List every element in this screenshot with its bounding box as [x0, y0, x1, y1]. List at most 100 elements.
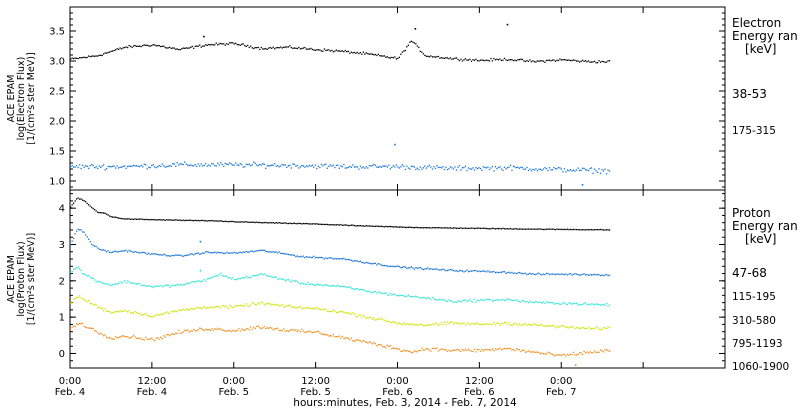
data-point: [155, 167, 157, 169]
data-point: [184, 47, 186, 49]
data-point: [217, 275, 219, 277]
data-point: [313, 307, 315, 309]
data-point: [538, 351, 540, 354]
data-point: [295, 47, 297, 49]
data-point: [500, 59, 503, 62]
data-point: [386, 344, 388, 346]
data-point: [446, 227, 449, 229]
data-point: [509, 227, 512, 230]
data-point: [203, 220, 205, 222]
data-point: [209, 277, 211, 279]
data-point: [565, 273, 567, 275]
data-point: [334, 257, 336, 260]
data-point: [458, 227, 461, 229]
data-point: [302, 283, 304, 285]
data-point: [277, 165, 279, 167]
data-point: [350, 51, 352, 53]
data-point: [503, 57, 506, 59]
data-point: [403, 50, 405, 52]
data-point: [187, 219, 189, 222]
data-point: [221, 252, 223, 254]
data-point: [248, 305, 250, 308]
data-point: [538, 168, 540, 170]
data-point: [266, 48, 268, 50]
data-point: [404, 323, 406, 326]
data-point: [472, 323, 474, 325]
data-point: [298, 46, 300, 49]
data-point: [76, 57, 78, 59]
data-point: [602, 60, 605, 63]
data-point: [200, 46, 202, 48]
data-point: [284, 46, 286, 48]
data-point: [70, 244, 72, 246]
data-point: [455, 349, 458, 351]
data-point: [563, 353, 566, 356]
data-point: [218, 273, 220, 276]
data-point: [539, 60, 542, 62]
data-point: [280, 222, 282, 224]
data-point: [386, 265, 388, 267]
data-point: [532, 168, 534, 170]
data-point: [80, 269, 82, 271]
data-point: [175, 48, 177, 50]
data-point: [128, 44, 130, 47]
data-point: [448, 299, 450, 301]
data-point: [361, 225, 363, 227]
data-point: [520, 324, 522, 326]
data-point: [397, 348, 399, 350]
data-point: [541, 169, 543, 171]
data-point: [130, 218, 132, 220]
data-point: [428, 227, 430, 229]
data-point: [593, 304, 596, 306]
data-point: [85, 165, 87, 167]
data-point: [583, 350, 585, 352]
data-point: [371, 53, 373, 55]
data-point: [262, 302, 264, 304]
data-point: [485, 348, 488, 351]
data-point: [439, 57, 441, 59]
data-point: [512, 59, 515, 62]
data-point: [223, 43, 225, 45]
data-point: [268, 327, 270, 329]
data-point: [587, 60, 590, 62]
data-point: [115, 283, 117, 285]
data-point: [598, 328, 600, 330]
data-point: [424, 268, 426, 270]
data-point: [451, 227, 453, 229]
data-point: [311, 48, 313, 51]
data-point: [562, 59, 564, 61]
data-point: [608, 60, 611, 62]
data-point: [440, 321, 443, 323]
data-point: [113, 283, 115, 285]
data-point: [344, 167, 346, 169]
data-point: [239, 44, 241, 46]
data-point: [262, 222, 264, 224]
data-point: [389, 168, 391, 170]
data-point: [433, 298, 435, 300]
data-point: [395, 294, 397, 297]
data-point: [122, 250, 124, 252]
data-point: [209, 44, 211, 46]
data-point: [421, 324, 423, 326]
data-point: [419, 297, 421, 299]
data-point: [446, 168, 449, 171]
data-point: [431, 56, 434, 58]
data-point: [446, 300, 449, 302]
data-point: [346, 312, 348, 314]
data-point: [355, 260, 357, 262]
data-point: [434, 299, 437, 301]
data-point: [263, 325, 265, 328]
data-point: [577, 327, 579, 329]
data-point: [518, 228, 521, 230]
data-point: [460, 269, 462, 272]
data-point: [343, 337, 345, 340]
data-point: [95, 210, 97, 212]
data-point: [425, 298, 427, 300]
data-point: [271, 164, 273, 166]
data-point: [362, 289, 364, 291]
data-point: [127, 165, 129, 168]
data-point: [83, 273, 85, 275]
data-point: [274, 328, 276, 330]
data-point: [571, 326, 573, 328]
data-point: [176, 219, 178, 221]
